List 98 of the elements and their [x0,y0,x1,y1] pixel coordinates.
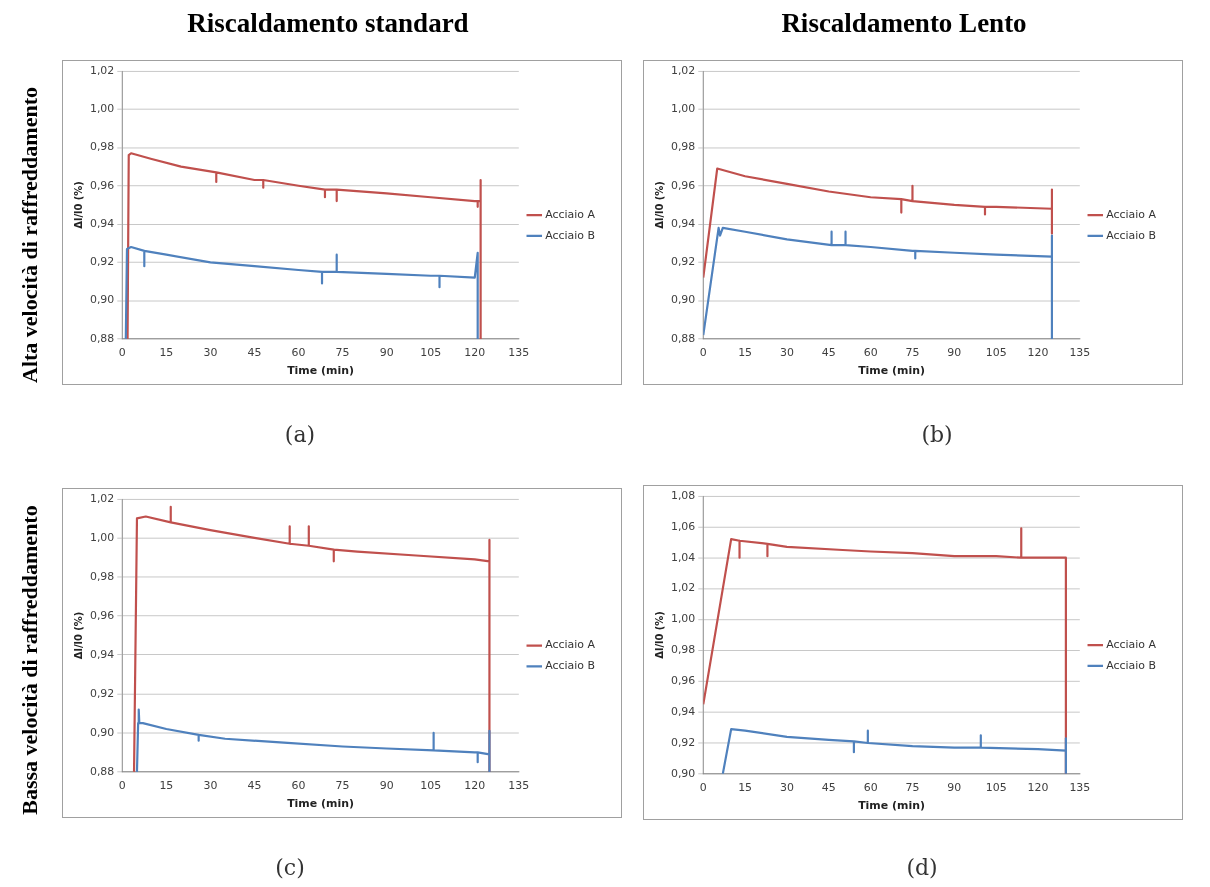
x-tick-label: 15 [738,781,753,795]
x-tick-label: 45 [821,781,836,795]
y-tick-label: 0,88 [89,764,115,778]
x-tick-label: 30 [203,779,218,793]
x-tick-label: 90 [947,781,962,795]
y-tick-label: 1,02 [89,491,115,505]
legend-label: Acciaio A [1106,637,1157,651]
y-tick-label: 0,90 [89,725,115,739]
y-tick-label: 0,94 [670,704,696,718]
y-axis-title: Δl/l0 (%) [72,611,84,660]
x-tick-label: 60 [291,346,306,360]
y-tick-label: 1,00 [670,102,696,116]
x-tick-label: 60 [863,781,878,795]
y-tick-label: 1,00 [670,612,696,626]
x-tick-label: 0 [699,346,707,360]
x-axis-title: Time (min) [287,364,354,378]
text: (d) [905,855,939,880]
x-tick-label: 15 [738,346,753,360]
text: (a) [283,422,317,447]
y-tick-label: 1,08 [670,488,696,502]
y-tick-label: 0,98 [89,140,115,154]
legend-label: Acciaio A [545,207,596,221]
y-tick-label: 0,98 [670,140,696,154]
y-tick-label: 1,02 [89,63,115,77]
x-tick-label: 60 [863,346,878,360]
y-tick-label: 0,98 [670,643,696,657]
y-tick-label: 1,02 [670,581,696,595]
y-tick-label: 0,88 [670,331,696,345]
x-tick-label: 90 [947,346,962,360]
x-tick-label: 60 [291,779,306,793]
chart-title: Riscaldamento Lento [780,8,1028,39]
x-tick-label: 105 [985,346,1007,360]
y-tick-label: 0,88 [89,331,115,345]
legend-label: Acciaio B [545,659,596,673]
x-tick-label: 90 [379,779,394,793]
x-tick-label: 0 [699,781,707,795]
x-axis-title: Time (min) [858,364,925,378]
x-tick-label: 45 [821,346,836,360]
y-tick-label: 0,92 [89,686,115,700]
x-tick-label: 120 [1027,781,1049,795]
chart-title: Riscaldamento standard [186,8,470,39]
legend-label: Acciaio B [545,228,596,242]
legend-label: Acciaio B [1106,228,1157,242]
legend-label: Acciaio A [545,638,596,652]
y-tick-label: 0,94 [670,216,696,230]
x-tick-label: 120 [1027,346,1049,360]
x-tick-label: 105 [420,346,442,360]
x-tick-label: 135 [1069,781,1091,795]
y-tick-label: 0,90 [670,766,696,780]
y-tick-label: 1,04 [670,550,696,564]
x-tick-label: 75 [905,346,920,360]
x-tick-label: 90 [379,346,394,360]
y-tick-label: 0,96 [89,178,115,192]
x-tick-label: 30 [779,781,794,795]
x-tick-label: 75 [335,346,350,360]
x-tick-label: 45 [247,346,262,360]
y-tick-label: 0,94 [89,216,115,230]
text: (b) [920,422,954,447]
y-axis-title: Δl/l0 (%) [653,611,665,659]
y-tick-label: 0,90 [89,293,115,307]
x-tick-label: 30 [203,346,218,360]
y-tick-label: 0,98 [89,569,115,583]
x-tick-label: 0 [118,346,126,360]
x-tick-label: 135 [1069,346,1091,360]
x-tick-label: 75 [335,779,350,793]
legend-label: Acciaio A [1106,207,1157,221]
y-tick-label: 1,06 [670,519,696,533]
y-tick-label: 1,02 [670,63,696,77]
x-tick-label: 15 [159,346,174,360]
x-tick-label: 120 [464,779,486,793]
x-tick-label: 105 [985,781,1007,795]
y-tick-label: 0,90 [670,293,696,307]
y-tick-label: 0,92 [670,255,696,269]
y-tick-label: 0,96 [89,608,115,622]
x-tick-label: 135 [508,346,530,360]
y-tick-label: 1,00 [89,530,115,544]
y-tick-label: 0,94 [89,647,115,661]
y-axis-title: Δl/l0 (%) [72,181,84,229]
y-tick-label: 0,96 [670,178,696,192]
y-tick-label: 1,00 [89,102,115,116]
x-tick-label: 15 [159,779,174,793]
y-tick-label: 0,92 [670,735,696,749]
x-tick-label: 45 [247,779,262,793]
x-tick-label: 120 [464,346,486,360]
y-tick-label: 0,96 [670,674,696,688]
x-tick-label: 30 [779,346,794,360]
text: Alta velocità di raffreddamento [17,86,43,385]
legend-label: Acciaio B [1106,658,1157,672]
x-tick-label: 135 [508,779,530,793]
text: (c) [274,855,306,880]
x-axis-title: Time (min) [287,797,354,811]
y-tick-label: 0,92 [89,255,115,269]
text: Bassa velocità di raffreddamento [17,504,43,817]
x-tick-label: 105 [420,779,442,793]
x-axis-title: Time (min) [858,799,925,813]
y-axis-title: Δl/l0 (%) [653,181,665,229]
x-tick-label: 75 [905,781,920,795]
x-tick-label: 0 [118,779,126,793]
